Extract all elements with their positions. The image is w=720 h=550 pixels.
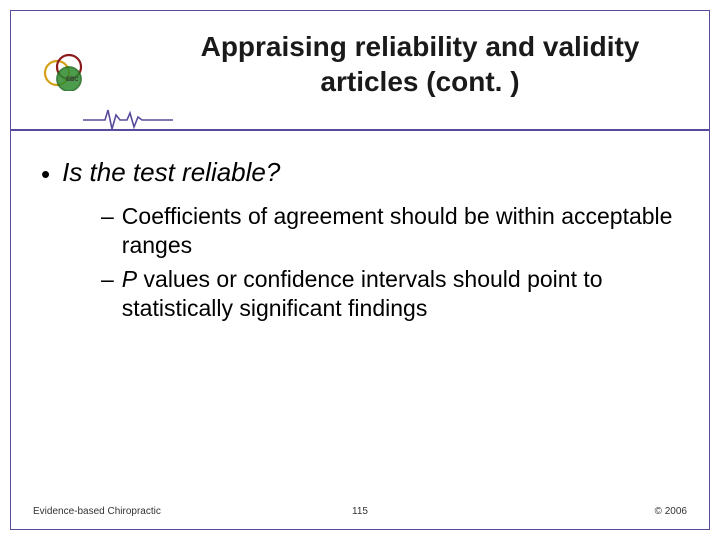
slide-header: EBC Appraising reliability and validity … <box>11 11 709 131</box>
sub-bullet-list: – Coefficients of agreement should be wi… <box>101 202 679 324</box>
bullet-dot-icon: • <box>41 161 50 187</box>
ekg-path <box>83 110 173 129</box>
list-item: – P values or confidence intervals shoul… <box>101 265 679 324</box>
main-bullet-text: Is the test reliable? <box>62 157 280 188</box>
footer-copyright: © 2006 <box>655 506 687 517</box>
slide-frame: EBC Appraising reliability and validity … <box>10 10 710 530</box>
list-item: – Coefficients of agreement should be wi… <box>101 202 679 261</box>
main-bullet: • Is the test reliable? <box>41 157 679 188</box>
sub-bullet-text: P values or confidence intervals should … <box>122 265 679 324</box>
sub-bullet-text: Coefficients of agreement should be with… <box>122 202 679 261</box>
dash-icon: – <box>101 202 114 231</box>
slide-body: • Is the test reliable? – Coefficients o… <box>11 131 709 338</box>
ebc-logo-icon: EBC <box>39 53 93 91</box>
logo-text: EBC <box>66 77 79 83</box>
ekg-divider-icon <box>83 107 173 133</box>
footer-left: Evidence-based Chiropractic <box>33 506 161 517</box>
page-number: 115 <box>352 506 368 517</box>
slide-title: Appraising reliability and validity arti… <box>151 29 689 99</box>
dash-icon: – <box>101 265 114 294</box>
slide-footer: Evidence-based Chiropractic 115 © 2006 <box>11 506 709 517</box>
